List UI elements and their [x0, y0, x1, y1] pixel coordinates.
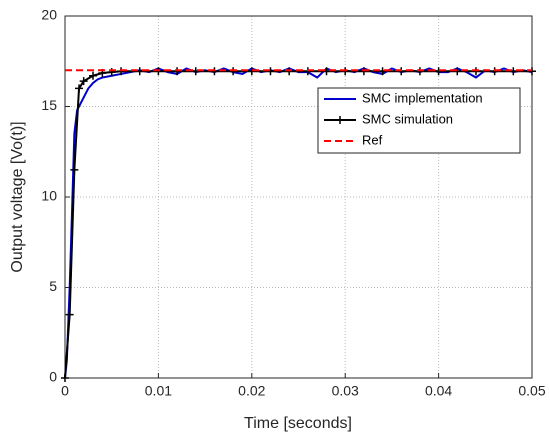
axes-box	[64, 15, 533, 379]
y-tick-label: 20	[41, 7, 57, 23]
y-tick-label: 15	[41, 97, 57, 113]
x-tick-label: 0.02	[238, 383, 265, 399]
y-tick-label: 10	[41, 188, 57, 204]
data-marker	[75, 84, 84, 93]
plot-area	[65, 16, 532, 378]
data-marker	[79, 77, 88, 86]
x-tick-label: 0	[61, 383, 69, 399]
legend-marker	[336, 116, 344, 124]
data-marker	[65, 310, 74, 319]
x-tick-label: 0.04	[425, 383, 452, 399]
x-tick-label: 0.01	[145, 383, 172, 399]
legend-label: SMC implementation	[362, 90, 483, 105]
data-marker	[89, 71, 98, 80]
legend-label: SMC simulation	[362, 111, 453, 126]
y-tick-label: 5	[49, 278, 57, 294]
x-axis-label: Time [seconds]	[244, 415, 352, 432]
x-tick-label: 0.05	[518, 383, 545, 399]
data-marker	[70, 165, 79, 174]
y-tick-label: 0	[49, 369, 57, 385]
data-marker	[61, 374, 69, 382]
legend-label: Ref	[362, 132, 383, 147]
y-axis-label: Output voltage [Vo(t)]	[9, 121, 26, 272]
x-tick-label: 0.03	[332, 383, 359, 399]
